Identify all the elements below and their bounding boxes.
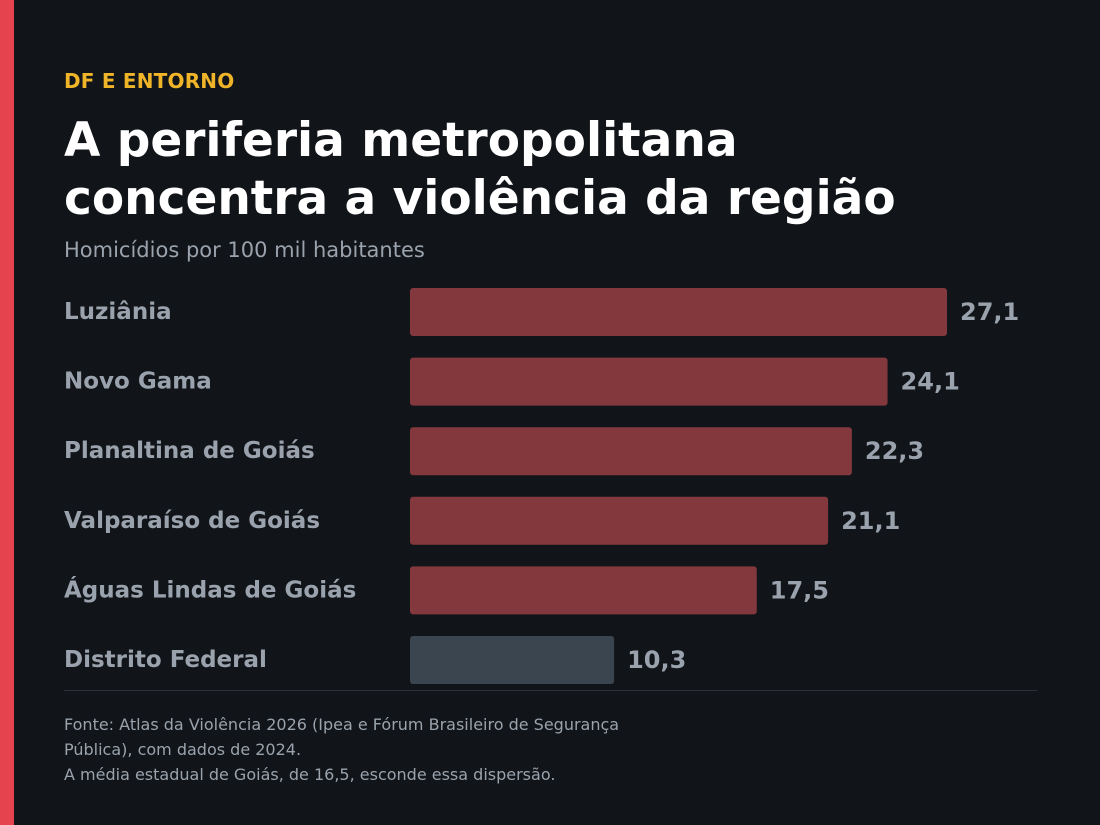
- value-label: 24,1: [901, 368, 960, 396]
- bar: [410, 427, 852, 476]
- category-label: Planaltina de Goiás: [64, 438, 315, 464]
- chart-title-line-1: A periferia metropolitana: [64, 113, 738, 168]
- bar: [410, 357, 888, 406]
- category-label: Distrito Federal: [64, 647, 267, 673]
- category-label: Valparaíso de Goiás: [64, 508, 320, 534]
- bar: [410, 288, 947, 336]
- footer-note: A média estadual de Goiás, de 16,5, esco…: [64, 765, 556, 784]
- chart-title-line-2: concentra a violência da região: [64, 171, 896, 226]
- accent-stripe: [0, 0, 14, 825]
- kicker: DF E ENTORNO: [64, 69, 235, 93]
- bar: [410, 636, 615, 684]
- category-label: Novo Gama: [64, 369, 212, 395]
- value-label: 21,1: [841, 507, 900, 535]
- bar: [410, 496, 829, 545]
- source-line-2: Pública), com dados de 2024.: [64, 740, 302, 759]
- value-label: 17,5: [770, 576, 829, 604]
- source-line-1: Fonte: Atlas da Violência 2026 (Ipea e F…: [64, 715, 620, 734]
- divider: [64, 690, 1037, 691]
- value-label: 22,3: [865, 437, 924, 465]
- value-label: 10,3: [627, 646, 686, 674]
- category-label: Águas Lindas de Goiás: [64, 575, 356, 603]
- chart-subtitle: Homicídios por 100 mil habitantes: [64, 238, 425, 262]
- chart-title: A periferia metropolitana concentra a vi…: [64, 112, 1064, 228]
- value-label: 27,1: [960, 298, 1019, 326]
- bar: [410, 566, 757, 615]
- category-label: Luziânia: [64, 299, 172, 325]
- footer: Fonte: Atlas da Violência 2026 (Ipea e F…: [64, 712, 704, 787]
